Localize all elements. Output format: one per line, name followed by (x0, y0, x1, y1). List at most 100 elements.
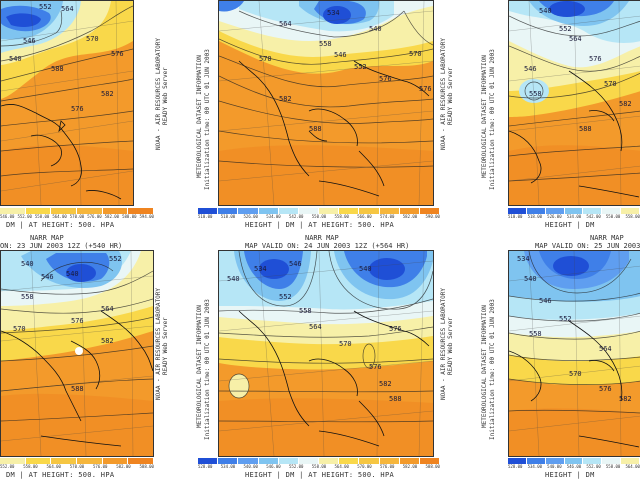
legend-tick: 588.00 (139, 464, 154, 469)
legend-tick: 564.00 (52, 214, 67, 219)
legend-tick: 546.00 (0, 214, 15, 219)
legend-tick: 552.00 (17, 214, 32, 219)
side-text-bottom-right-3: METEOROLOGICAL DATASET INFORMATION (481, 305, 488, 428)
contour-label: 558 (299, 307, 312, 315)
map-top-left: 552 564 570 576 588 540 546 576 582 (0, 0, 134, 206)
legend-tick: 570.00 (69, 214, 85, 219)
contour-label: 564 (279, 20, 292, 28)
legend-tick: 542.00 (289, 214, 304, 219)
legend-ticks-top-left: 546.00 552.00 558.00 564.00 570.00 576.00 582.… (0, 214, 154, 219)
legend-tick: 510.00 (198, 214, 213, 219)
legend-tick: 582.00 (402, 464, 418, 469)
contour-label: 540 (369, 25, 382, 33)
map-top-right: 540 546 564 576 570 582 588 552 558 (508, 0, 640, 206)
contour-label: 570 (13, 325, 26, 333)
contour-label: 576 (71, 317, 84, 325)
side-text-bottom-right-2: READY Web Server (447, 317, 454, 375)
legend-tick: 564.00 (46, 464, 61, 469)
caption-top-right: HEIGHT | DM (545, 221, 595, 229)
contour-label: 588 (309, 125, 322, 133)
legend-tick: 582.00 (104, 214, 120, 219)
contour-label: 540 (21, 260, 34, 268)
contour-label: 570 (409, 50, 422, 58)
legend-bottom-left (0, 458, 155, 467)
contour-label: 552 (109, 255, 122, 263)
contour-label: 558 (529, 90, 542, 98)
contour-label: 558 (319, 40, 332, 48)
legend-ticks-bottom-middle: 528.00 534.00 540.00 546.00 552.00 558.00 564.… (198, 464, 440, 469)
legend-tick: 582.00 (116, 464, 131, 469)
legend-top-left (0, 208, 155, 217)
contour-label: 582 (279, 95, 292, 103)
contour-label: 564 (61, 5, 74, 13)
side-text-bottom-right-4: Initialization time: 00 UTC 01 JUN 2003 (489, 299, 496, 440)
map-bottom-right: 534 540 546 552 558 564 570 576 582 (508, 250, 640, 457)
side-text-top-middle-1: NOAA - AIR RESOURCES LABORATORY (155, 38, 162, 150)
caption-top-middle: HEIGHT | DM | AT HEIGHT: 500. HPA (245, 221, 394, 229)
contour-label: 564 (101, 305, 114, 313)
legend-tick: 590.00 (425, 214, 440, 219)
contour-label: 582 (379, 380, 392, 388)
legend-tick: 588.00 (425, 464, 440, 469)
contour-label: 546 (524, 65, 537, 73)
contour-label: 576 (111, 50, 124, 58)
legend-tick: 558.00 (605, 464, 621, 469)
title-bottom-right-2: MAP VALID ON: 25 JUN 2003 12 (535, 242, 640, 250)
legend-tick: 518.00 (527, 214, 543, 219)
legend-tick: 534.00 (527, 464, 543, 469)
legend-tick: 564.00 (625, 464, 640, 469)
contour-label: 588 (71, 385, 84, 393)
contour-label: 582 (101, 90, 114, 98)
side-text-top-right-3: METEOROLOGICAL DATASET INFORMATION (481, 55, 488, 178)
contour-label: 582 (101, 337, 114, 345)
side-text-bottom-right-1: NOAA - AIR RESOURCES LABORATORY (440, 288, 447, 400)
legend-tick: 558.00 (625, 214, 640, 219)
contour-label: 576 (599, 385, 612, 393)
title-bottom-middle-2: MAP VALID ON: 24 JUN 2003 12Z (+564 HR) (245, 242, 410, 250)
contour-label: 540 (539, 7, 552, 15)
contour-label: 576 (389, 325, 402, 333)
side-text-bottom-middle-4: Initialization time: 00 UTC 01 JUN 2003 (204, 299, 211, 440)
legend-tick: 540.00 (243, 464, 258, 469)
legend-tick: 540.00 (547, 464, 562, 469)
side-text-bottom-middle-2: READY Web Server (162, 317, 169, 375)
legend-ticks-bottom-right: 528.00 534.00 540.00 546.00 552.00 558.00 564.… (508, 464, 640, 469)
contour-label: 570 (604, 80, 617, 88)
legend-tick: 594.00 (139, 214, 154, 219)
contour-label: 564 (569, 35, 582, 43)
contour-label: 540 (9, 55, 22, 63)
legend-tick: 558.00 (334, 214, 349, 219)
contour-label: 534 (517, 255, 530, 263)
title-bottom-left-1: NARR MAP (30, 234, 64, 242)
contour-label: 558 (21, 293, 34, 301)
side-text-top-middle-2: READY Web Server (162, 67, 169, 125)
contour-label: 564 (309, 323, 322, 331)
contour-label: 558 (529, 330, 542, 338)
contour-label: 540 (359, 265, 372, 273)
contour-label: 588 (51, 65, 64, 73)
contour-label: 534 (327, 9, 340, 17)
contour-label: 540 (227, 275, 240, 283)
contour-label: 552 (559, 315, 572, 323)
legend-tick: 528.00 (198, 464, 213, 469)
contour-label: 552 (354, 63, 367, 71)
legend-tick: 558.00 (23, 464, 38, 469)
contour-label: 588 (579, 125, 592, 133)
legend-tick: 526.00 (547, 214, 562, 219)
legend-tick: 534.00 (566, 214, 582, 219)
legend-tick: 582.00 (402, 214, 418, 219)
caption-bottom-left: DM | AT HEIGHT: 500. HPA (6, 471, 115, 479)
contour-label: 570 (86, 35, 99, 43)
contour-label: 552 (559, 25, 572, 33)
legend-tick: 552.00 (289, 464, 304, 469)
title-bottom-left-2: ON: 23 JUN 2003 12Z (+540 HR) (0, 242, 123, 250)
legend-tick: 576.00 (380, 464, 395, 469)
contour-label: 570 (339, 340, 352, 348)
legend-tick: 542.00 (586, 214, 601, 219)
legend-tick: 550.00 (605, 214, 621, 219)
contour-label: 540 (524, 275, 537, 283)
map-bottom-left: 540 546 552 558 564 570 576 582 588 540 (0, 250, 154, 457)
title-bottom-middle-1: NARR MAP (305, 234, 339, 242)
legend-tick: 558.00 (34, 214, 50, 219)
legend-tick: 570.00 (357, 464, 372, 469)
